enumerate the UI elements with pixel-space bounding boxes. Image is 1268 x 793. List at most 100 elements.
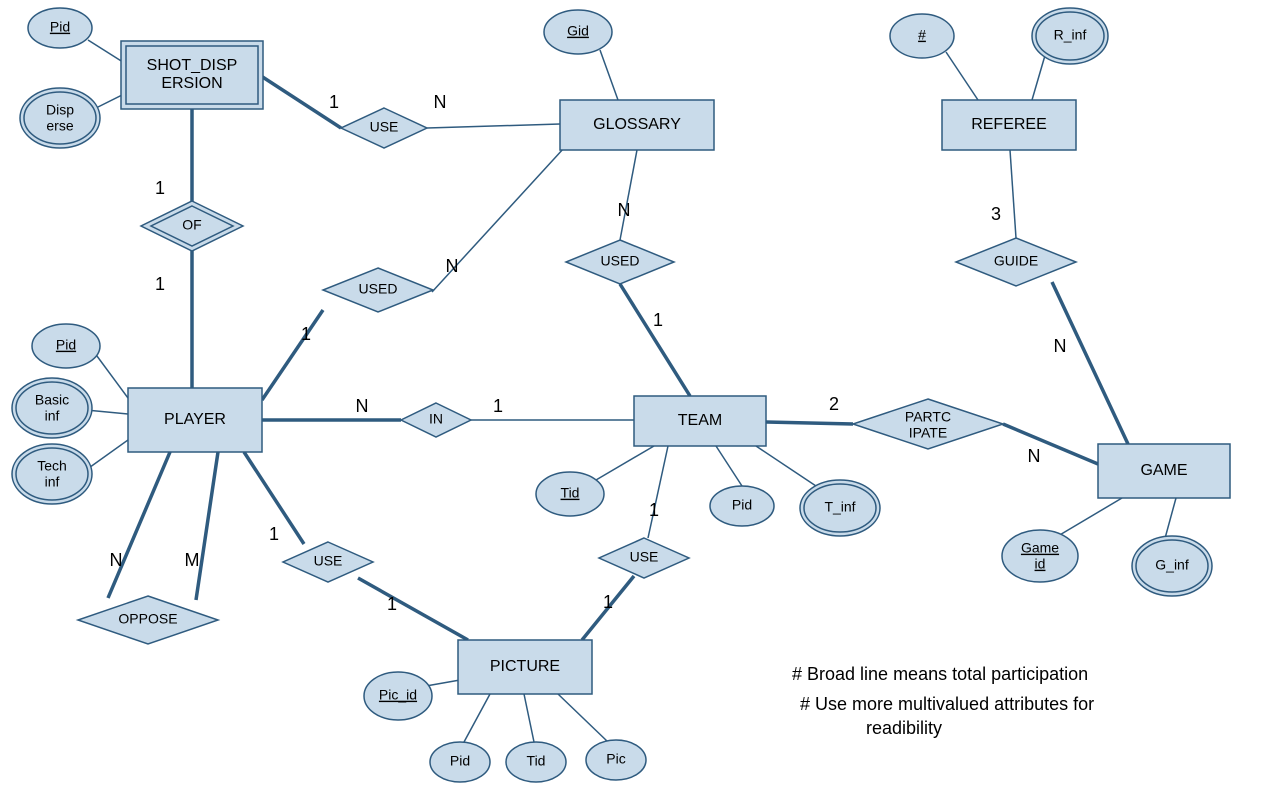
- svg-text:Tech: Tech: [37, 458, 67, 474]
- svg-text:REFEREE: REFEREE: [971, 116, 1047, 133]
- svg-text:OPPOSE: OPPOSE: [118, 611, 177, 627]
- edge: [86, 440, 128, 470]
- svg-text:Tid: Tid: [527, 753, 546, 769]
- edge: [1052, 282, 1128, 444]
- edge: [716, 446, 742, 486]
- attribute-pid_player: Pid: [32, 324, 100, 368]
- footnote: # Broad line means total participation: [792, 664, 1088, 684]
- svg-text:ERSION: ERSION: [161, 75, 222, 92]
- svg-text:Pid: Pid: [450, 753, 470, 769]
- cardinality-label: N: [446, 256, 459, 276]
- attribute-r_inf: R_inf: [1032, 8, 1108, 64]
- svg-text:USED: USED: [601, 253, 640, 269]
- cardinality-label: 1: [301, 324, 311, 344]
- attribute-pid_team: Pid: [710, 486, 774, 526]
- edge: [558, 694, 608, 742]
- entity-glossary: GLOSSARY: [560, 100, 714, 150]
- edge: [620, 284, 690, 396]
- relationship-used2: USED: [566, 240, 674, 284]
- edge: [1058, 498, 1122, 536]
- cardinality-label: N: [434, 92, 447, 112]
- attribute-tech_inf: Techinf: [12, 444, 92, 504]
- relationship-oppose: OPPOSE: [78, 596, 218, 644]
- entities-layer: SHOT_DISPERSION GLOSSARY REFEREE PLAYER TEAM…: [121, 41, 1230, 694]
- relationship-guide: GUIDE: [956, 238, 1076, 286]
- svg-text:PLAYER: PLAYER: [164, 411, 226, 428]
- attribute-tid_team: Tid: [536, 472, 604, 516]
- attribute-basic_inf: Basicinf: [12, 378, 92, 438]
- cardinality-label: N: [618, 200, 631, 220]
- edge: [600, 50, 618, 100]
- edge: [94, 352, 128, 398]
- entity-player: PLAYER: [128, 388, 262, 452]
- svg-text:Tid: Tid: [561, 485, 580, 501]
- attribute-pid_pic: Pid: [430, 742, 490, 782]
- svg-text:GAME: GAME: [1140, 462, 1187, 479]
- edge: [756, 446, 822, 490]
- svg-text:erse: erse: [46, 118, 73, 134]
- relationships-layer: USEOFUSEDUSEDGUIDEINPARTCIPATEOPPOSEUSEU…: [78, 108, 1076, 644]
- relationship-of: OF: [141, 201, 243, 251]
- relationship-participate: PARTCIPATE: [853, 399, 1003, 449]
- edge: [196, 452, 218, 600]
- attribute-pic_id: Pic_id: [364, 672, 432, 720]
- cardinalities-layer: 1N11N1N13NN12NNM1111: [110, 92, 1067, 614]
- svg-text:USE: USE: [630, 549, 659, 565]
- svg-text:G_inf: G_inf: [1155, 557, 1189, 573]
- cardinality-label: 1: [603, 592, 613, 612]
- edge: [1003, 424, 1098, 464]
- cardinality-label: 1: [269, 524, 279, 544]
- cardinality-label: N: [1054, 336, 1067, 356]
- svg-text:Basic: Basic: [35, 392, 69, 408]
- attribute-t_inf: T_inf: [800, 480, 880, 536]
- attribute-disperse: Disperse: [20, 88, 100, 148]
- svg-text:IN: IN: [429, 411, 443, 427]
- cardinality-label: M: [185, 550, 200, 570]
- attribute-tid_pic: Tid: [506, 742, 566, 782]
- svg-text:GUIDE: GUIDE: [994, 253, 1038, 269]
- svg-text:Pid: Pid: [732, 497, 752, 513]
- entity-game: GAME: [1098, 444, 1230, 498]
- svg-text:USE: USE: [370, 119, 399, 135]
- svg-text:SHOT_DISP: SHOT_DISP: [147, 57, 238, 74]
- attribute-ref_num: #: [890, 14, 954, 58]
- edge: [648, 446, 668, 538]
- cardinality-label: 1: [329, 92, 339, 112]
- svg-text:GLOSSARY: GLOSSARY: [593, 116, 681, 133]
- entity-shot: SHOT_DISPERSION: [121, 41, 263, 109]
- cardinality-label: 2: [829, 394, 839, 414]
- edge: [1010, 150, 1016, 238]
- svg-text:TEAM: TEAM: [678, 412, 722, 429]
- edge: [1032, 52, 1046, 100]
- svg-text:id: id: [1035, 556, 1046, 572]
- attribute-game_id: Gameid: [1002, 530, 1078, 582]
- edge: [108, 452, 170, 598]
- svg-text:USE: USE: [314, 553, 343, 569]
- svg-text:R_inf: R_inf: [1054, 27, 1087, 43]
- svg-text:OF: OF: [182, 217, 201, 233]
- cardinality-label: N: [110, 550, 123, 570]
- footnote: # Use more multivalued attributes for: [800, 694, 1094, 714]
- svg-text:inf: inf: [45, 474, 60, 490]
- cardinality-label: 1: [387, 594, 397, 614]
- edge: [427, 124, 560, 128]
- svg-text:Disp: Disp: [46, 102, 74, 118]
- svg-text:Pic: Pic: [606, 751, 625, 767]
- attribute-pic: Pic: [586, 740, 646, 780]
- relationship-in: IN: [401, 403, 471, 437]
- svg-text:T_inf: T_inf: [824, 499, 855, 515]
- svg-text:Gid: Gid: [567, 23, 589, 39]
- attribute-pid_shot: Pid: [28, 8, 92, 48]
- svg-text:Pid: Pid: [56, 337, 76, 353]
- svg-text:PICTURE: PICTURE: [490, 658, 560, 675]
- svg-text:Pic_id: Pic_id: [379, 687, 417, 703]
- edge: [358, 578, 468, 640]
- entity-team: TEAM: [634, 396, 766, 446]
- svg-text:inf: inf: [45, 408, 60, 424]
- cardinality-label: 1: [493, 396, 503, 416]
- edge: [766, 422, 853, 424]
- attribute-gid: Gid: [544, 10, 612, 54]
- edge: [262, 310, 323, 400]
- edge: [946, 52, 978, 100]
- notes-layer: # Broad line means total participation # …: [792, 664, 1094, 738]
